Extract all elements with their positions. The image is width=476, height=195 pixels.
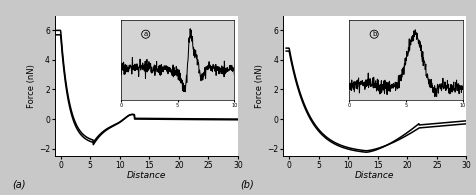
Y-axis label: Force (nN): Force (nN) (256, 64, 265, 108)
X-axis label: Distance: Distance (127, 171, 166, 180)
Text: (b): (b) (240, 179, 254, 189)
Y-axis label: Force (nN): Force (nN) (27, 64, 36, 108)
X-axis label: Distance: Distance (355, 171, 395, 180)
Text: (a): (a) (12, 179, 25, 189)
